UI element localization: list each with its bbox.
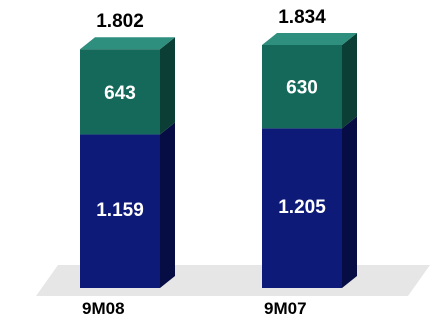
bar-9M07: 630 1.205 1.834 9M07 <box>262 7 357 318</box>
category-label: 9M07 <box>264 299 307 318</box>
bar-top-face <box>80 37 175 50</box>
bar-segment-bottom-side <box>342 116 357 288</box>
bar-segment-top-front <box>262 45 342 129</box>
bar-9M08: 643 1.159 1.802 9M08 <box>80 11 175 318</box>
bar-segment-top-front <box>80 49 160 135</box>
value-label-top-segment: 643 <box>104 83 136 104</box>
bar-segment-bottom-side <box>160 122 175 288</box>
total-label: 1.802 <box>96 11 144 32</box>
value-label-top-segment: 630 <box>286 78 318 99</box>
bar-segment-bottom-front <box>262 128 342 288</box>
bar-segment-top-side <box>160 37 175 135</box>
value-label-bottom-segment: 1.159 <box>96 200 144 221</box>
bar-segment-bottom-front <box>80 134 160 288</box>
bar-segment-top-side <box>342 33 357 129</box>
bar-top-face <box>262 33 357 45</box>
value-label-bottom-segment: 1.205 <box>278 197 326 218</box>
total-label: 1.834 <box>278 7 326 28</box>
category-label: 9M08 <box>82 299 125 318</box>
